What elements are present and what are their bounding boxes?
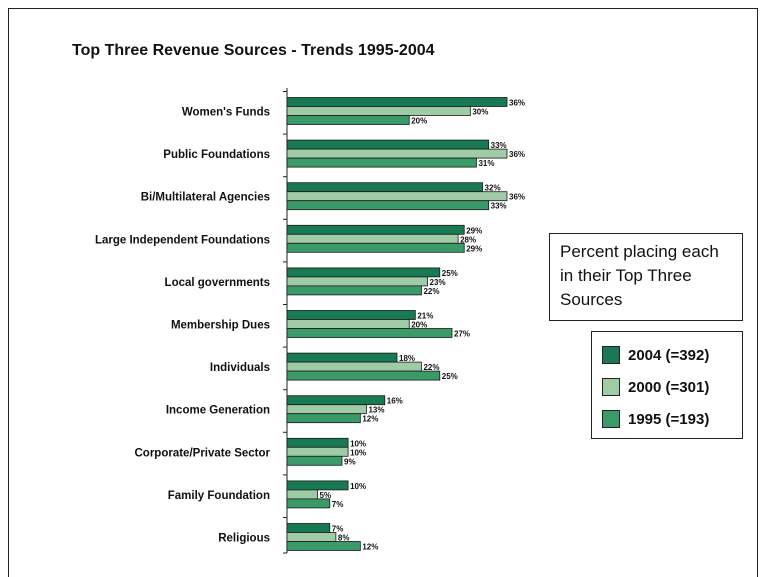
- bar: [286, 370, 441, 381]
- data-label: 29%: [466, 226, 482, 235]
- data-label: 10%: [350, 482, 366, 491]
- category-label: Religious: [218, 533, 270, 545]
- bar: [286, 233, 459, 244]
- bar: [286, 319, 410, 329]
- data-label: 33%: [491, 141, 507, 150]
- bar: [286, 361, 422, 372]
- category-label: Individuals: [210, 362, 270, 374]
- legend: 2004 (=392) 2000 (=301) 1995 (=193): [591, 331, 743, 439]
- data-label: 21%: [417, 312, 433, 321]
- data-label: 22%: [423, 287, 439, 296]
- bar: [286, 115, 410, 125]
- bar: [286, 489, 318, 500]
- data-label: 28%: [460, 235, 476, 244]
- category-label: Women's Funds: [182, 107, 270, 119]
- bar: [286, 242, 465, 253]
- category-label: Membership Dues: [171, 320, 270, 332]
- bar: [286, 182, 483, 193]
- bar: [286, 106, 471, 116]
- data-label: 31%: [478, 159, 494, 168]
- category-label: Corporate/Private Sector: [135, 447, 271, 459]
- data-label: 12%: [362, 415, 378, 424]
- data-label: 10%: [350, 439, 366, 448]
- data-label: 10%: [350, 448, 366, 457]
- legend-swatch-2004: [602, 346, 620, 364]
- bar: [286, 541, 361, 551]
- data-label: 36%: [509, 193, 525, 202]
- data-label: 33%: [491, 202, 507, 211]
- bar: [286, 285, 422, 296]
- data-label: 16%: [387, 397, 403, 406]
- data-label: 12%: [362, 543, 378, 552]
- data-label: 5%: [320, 491, 332, 500]
- bar: [286, 310, 416, 320]
- bar: [286, 276, 428, 287]
- chart-frame: [8, 8, 758, 577]
- data-label: 36%: [509, 99, 525, 108]
- legend-swatch-1995: [602, 410, 620, 428]
- legend-swatch-2000: [602, 378, 620, 396]
- data-label: 8%: [338, 534, 350, 543]
- bar: [286, 267, 441, 278]
- category-label: Income Generation: [166, 405, 270, 417]
- legend-item-2004: 2004 (=392): [602, 344, 709, 366]
- data-label: 7%: [332, 525, 344, 534]
- category-label: Local governments: [165, 277, 270, 289]
- legend-label-2004: 2004 (=392): [628, 346, 710, 364]
- data-label: 18%: [399, 354, 415, 363]
- data-label: 9%: [344, 457, 356, 466]
- bar: [286, 523, 331, 533]
- data-label: 32%: [485, 184, 501, 193]
- bar: [286, 191, 508, 202]
- legend-item-2000: 2000 (=301): [602, 376, 709, 398]
- category-label: Large Independent Foundations: [95, 234, 270, 246]
- bar: [286, 395, 386, 406]
- bar: [286, 437, 349, 448]
- bar: [286, 352, 398, 363]
- legend-label-1995: 1995 (=193): [628, 410, 710, 428]
- bar: [286, 200, 490, 211]
- data-label: 25%: [442, 372, 458, 381]
- data-label: 23%: [430, 278, 446, 287]
- bar: [286, 157, 477, 168]
- bar: [286, 139, 490, 150]
- bar: [286, 148, 508, 159]
- data-label: 27%: [454, 330, 470, 339]
- category-label: Bi/Multilateral Agencies: [141, 192, 270, 204]
- bar: [286, 455, 343, 466]
- chart-title: Top Three Revenue Sources - Trends 1995-…: [72, 42, 435, 59]
- legend-label-2000: 2000 (=301): [628, 378, 710, 396]
- bar: [286, 404, 367, 415]
- data-label: 7%: [332, 500, 344, 509]
- data-label: 25%: [442, 269, 458, 278]
- bar: [286, 97, 508, 107]
- bar: [286, 224, 465, 235]
- data-label: 36%: [509, 150, 525, 159]
- data-label: 13%: [368, 406, 384, 415]
- data-label: 22%: [423, 363, 439, 372]
- data-label: 30%: [472, 108, 488, 117]
- data-label: 20%: [411, 117, 427, 126]
- bar: [286, 498, 331, 509]
- bar: [286, 446, 349, 457]
- data-label: 29%: [466, 244, 482, 253]
- chart-note: Percent placing each in their Top Three …: [549, 233, 743, 321]
- bars-layer: Women's Funds 36% 30% 20% Public Foundations…: [95, 88, 525, 554]
- legend-item-1995: 1995 (=193): [602, 408, 709, 430]
- category-label: Family Foundation: [168, 490, 270, 502]
- category-label: Public Foundations: [163, 149, 270, 161]
- bar: [286, 480, 349, 491]
- bar: [286, 328, 453, 338]
- bar: [286, 413, 361, 424]
- bar: [286, 532, 337, 542]
- data-label: 20%: [411, 321, 427, 330]
